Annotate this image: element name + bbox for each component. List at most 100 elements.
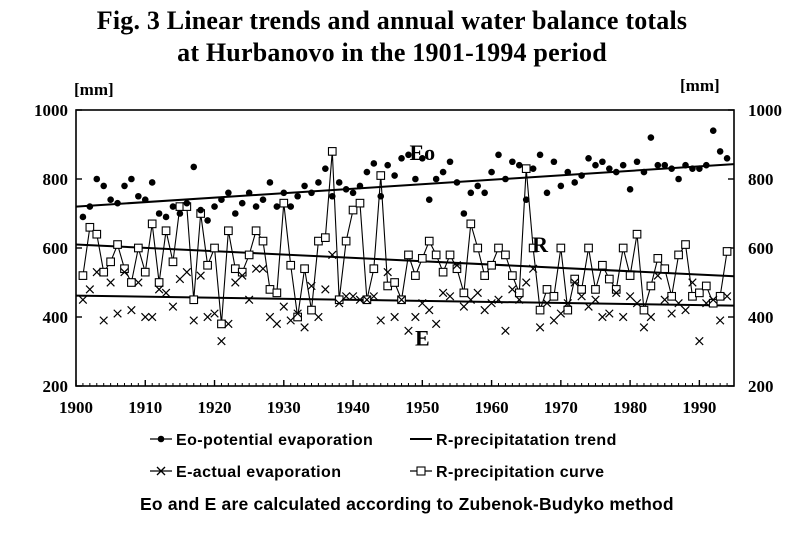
r-curve-point: [695, 288, 704, 298]
e-point: [549, 316, 559, 325]
e-point: [674, 298, 683, 308]
r-curve-line: [82, 151, 728, 324]
legend-label-eo: Eo-potential evaporation: [176, 432, 373, 449]
e-point: [688, 278, 697, 287]
x-tick-label: 1900: [59, 398, 93, 417]
x-tick-label: 1920: [198, 398, 232, 417]
eo-point: [432, 175, 440, 183]
e-point: [224, 319, 233, 329]
eo-point: [453, 179, 461, 186]
eo-point: [654, 161, 662, 169]
e-point: [168, 302, 178, 311]
r-curve-point: [300, 264, 309, 274]
r-curve-point: [424, 236, 434, 246]
eo-point: [543, 189, 551, 197]
e-point: [480, 305, 489, 315]
e-point: [92, 267, 102, 277]
eo-point: [135, 192, 142, 200]
legend-symbol-r_curve: [410, 466, 432, 476]
e-point: [695, 336, 704, 346]
r-curve-point: [542, 285, 552, 294]
eo-point: [488, 168, 495, 176]
eo-point: [245, 189, 253, 197]
e-point: [577, 292, 586, 301]
e-point: [321, 285, 330, 294]
r-curve-point: [722, 247, 732, 256]
eo-point: [626, 186, 634, 193]
x-tick-label: 1910: [128, 398, 162, 417]
e-point: [258, 264, 268, 273]
e-point: [134, 278, 143, 287]
tick-labels: 200 200 400 400 600 600 800 800 1000 1000 1900 1910…: [34, 101, 782, 417]
r-curve-point: [320, 233, 330, 243]
e-point: [535, 323, 545, 332]
e-point: [328, 250, 337, 260]
eo-point: [356, 182, 364, 190]
eo-point: [495, 151, 502, 159]
eo-point: [723, 155, 731, 162]
eo-point: [114, 199, 121, 207]
r-curve-point: [210, 243, 219, 253]
e-point: [632, 298, 642, 308]
eo-point: [238, 199, 246, 207]
eo-point: [308, 189, 315, 197]
e-point: [147, 312, 157, 322]
eo-point: [439, 168, 447, 176]
chart-title-line-2: at Hurbanovo in the 1901-1994 period: [177, 38, 607, 67]
eo-point: [633, 158, 641, 166]
y-tick-label-left: 200: [43, 377, 69, 396]
eo-point: [557, 182, 565, 190]
r-curve-point: [154, 278, 164, 287]
eo-point: [515, 161, 523, 169]
r-curve-point: [390, 278, 399, 287]
eo-point: [419, 155, 426, 162]
e-point: [431, 319, 441, 329]
r-curve-point: [577, 285, 586, 294]
legend-symbol-eo: [150, 435, 172, 443]
e-point: [418, 298, 427, 308]
eo-point: [412, 175, 419, 183]
e-point: [196, 271, 205, 280]
e-point: [293, 309, 302, 318]
r-curve-point: [674, 250, 683, 260]
eo-point: [190, 163, 198, 171]
e-point: [244, 295, 254, 304]
eo-point: [155, 210, 163, 217]
e-point: [141, 312, 150, 322]
y-tick-label-right: 1000: [748, 101, 782, 120]
e-point: [376, 316, 385, 325]
e-point: [182, 267, 192, 277]
eo-point: [585, 155, 592, 162]
e-point: [722, 292, 732, 301]
e-point: [334, 298, 344, 308]
e-point: [425, 305, 434, 315]
eo-point: [107, 196, 114, 203]
eo-point: [342, 186, 350, 193]
e-point: [625, 292, 635, 301]
r-curve-point: [106, 257, 115, 267]
e-point: [702, 298, 711, 308]
eo-point: [363, 168, 371, 176]
e-point: [210, 309, 219, 318]
eo-point: [121, 182, 128, 190]
series-letter-e: E: [415, 325, 430, 350]
r-curve-point: [459, 288, 469, 298]
e-point: [653, 271, 663, 280]
e-point: [487, 298, 496, 308]
e-point: [466, 295, 476, 304]
r-curve-point: [639, 305, 649, 315]
e-point: [286, 316, 295, 325]
e-point: [383, 267, 392, 277]
eo-point: [571, 179, 578, 186]
eo-point: [232, 210, 239, 217]
e-point: [681, 305, 690, 315]
r-curve-point: [355, 198, 365, 208]
eo-point: [287, 203, 295, 210]
r-curve-point: [549, 291, 559, 301]
r-curve-point: [404, 250, 413, 260]
eo-point: [709, 127, 717, 134]
r-curve-point: [341, 236, 351, 246]
eo-point: [405, 151, 412, 159]
e-point: [708, 295, 718, 304]
eo-point: [689, 165, 696, 172]
